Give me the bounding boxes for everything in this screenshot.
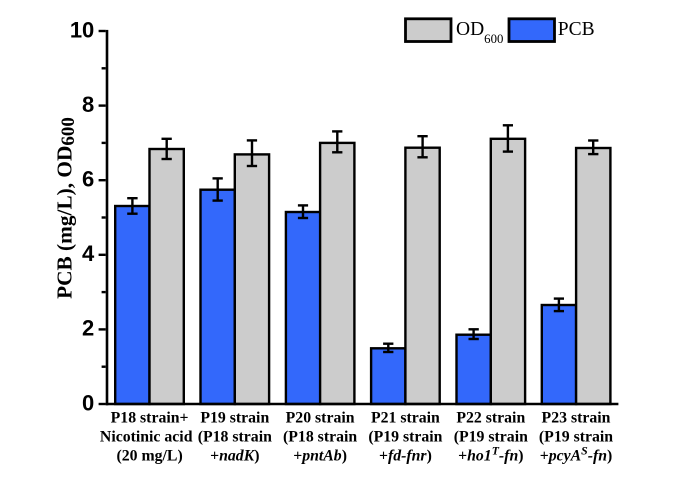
svg-text:(P18 strain: (P18 strain [283,429,357,446]
svg-text:P21 strain: P21 strain [371,410,440,427]
svg-text:8: 8 [82,92,94,117]
svg-text:10: 10 [70,17,94,42]
svg-text:P19 strain: P19 strain [200,410,269,427]
svg-text:P18 strain+: P18 strain+ [111,410,189,427]
svg-text:PCB (mg/L), OD600: PCB (mg/L), OD600 [53,117,80,299]
svg-text:2: 2 [82,316,94,341]
svg-text:0: 0 [82,390,94,415]
svg-text:P20 strain: P20 strain [286,410,355,427]
svg-text:+ho1T-fn): +ho1T-fn) [458,444,523,465]
svg-text:+nadK): +nadK) [210,448,259,465]
svg-text:(P18 strain: (P18 strain [198,429,272,446]
svg-text:P23 strain: P23 strain [542,410,611,427]
svg-text:4: 4 [82,241,95,266]
svg-text:+pcyAS-fn): +pcyAS-fn) [540,444,613,465]
svg-text:P22 strain: P22 strain [456,410,525,427]
svg-text:PCB: PCB [558,19,595,40]
svg-text:+pntAb): +pntAb) [293,448,347,465]
svg-text:(P19 strain: (P19 strain [454,429,528,446]
svg-text:+fd-fnr): +fd-fnr) [379,448,432,465]
svg-text:(20 mg/L): (20 mg/L) [116,448,182,465]
svg-text:6: 6 [82,167,94,192]
svg-text:(P19 strain: (P19 strain [539,429,613,446]
svg-text:(P19 strain: (P19 strain [368,429,442,446]
svg-text:Nicotinic acid: Nicotinic acid [100,429,193,446]
